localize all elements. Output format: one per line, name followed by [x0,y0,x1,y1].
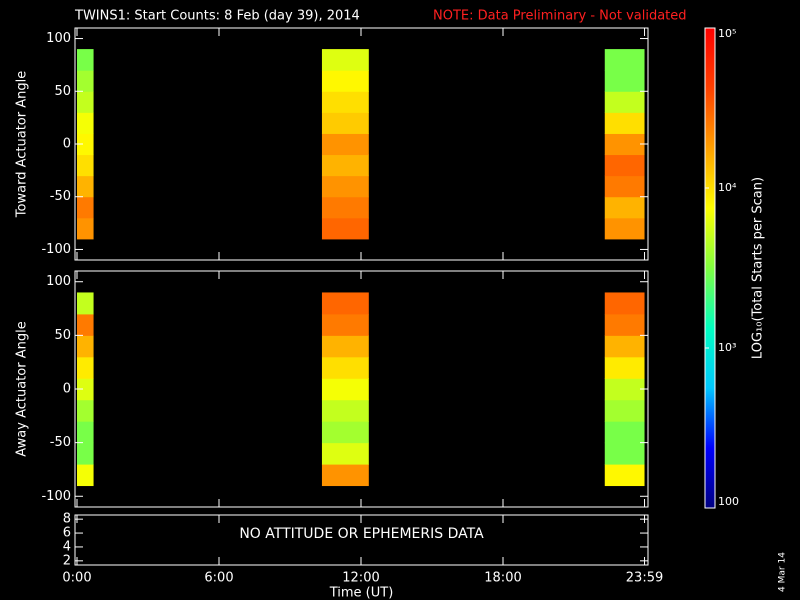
colorbar-tick-label: 10⁴ [718,181,737,194]
heat-cell [604,217,645,240]
heat-cell [321,91,369,113]
heat-cell [77,464,94,487]
x-tick-label: 23:59 [626,571,663,586]
heat-cell [604,154,645,177]
heat-cell [321,175,369,198]
heat-cell [77,335,94,358]
heat-cell [604,442,645,465]
x-tick-label: 6:00 [204,571,233,586]
heat-cell [604,421,645,444]
x-tick-label: 12:00 [342,571,379,586]
heat-cell [321,335,369,358]
heat-cell [604,335,645,358]
heat-cell [77,217,94,240]
heat-cell [604,313,645,336]
y-tick-label: 100 [46,31,71,46]
heat-cell [604,399,645,422]
y-axis-label: Toward Actuator Angle [15,71,30,218]
x-axis-label: Time (UT) [329,586,394,600]
heat-cell [77,196,94,219]
heat-cell [321,442,369,465]
x-tick-label: 0:00 [62,571,91,586]
heat-cell [77,49,94,71]
heat-cell [321,313,369,336]
heat-cell [604,70,645,92]
heat-cell [321,112,369,134]
x-tick-label: 18:00 [484,571,521,586]
heat-cell [604,356,645,379]
annotation: NO ATTITUDE OR EPHEMERIS DATA [239,526,484,542]
y-tick-label: -50 [50,189,71,204]
heat-cell [321,464,369,487]
y-axis-label: Away Actuator Angle [15,321,30,456]
heat-cell [77,91,94,113]
heat-cell [604,464,645,487]
heat-cell [321,217,369,240]
y-tick-label: 0 [63,382,71,397]
date-stamp: 4 Mar 14 [778,552,788,592]
heat-cell [321,133,369,156]
colorbar-title: LOG₁₀(Total Starts per Scan) [751,177,766,359]
heat-cell [321,421,369,444]
heat-cell [77,292,94,315]
y-tick-label: 50 [54,328,71,343]
heat-cell [321,49,369,71]
heat-cell [604,112,645,134]
y-tick-label: -100 [41,242,71,257]
heat-cell [321,399,369,422]
y-tick-label: 100 [46,274,71,289]
heat-cell [77,442,94,465]
heat-cell [321,356,369,379]
heat-cell [321,196,369,219]
heat-cell [77,399,94,422]
heat-cell [604,292,645,315]
heat-cell [604,196,645,219]
heat-cell [77,378,94,401]
heat-cell [77,154,94,177]
heat-cell [77,133,94,156]
y-tick-label: 4 [63,539,71,554]
y-tick-label: -50 [50,435,71,450]
heat-cell [321,70,369,92]
heat-cell [77,421,94,444]
y-tick-label: 2 [63,553,71,568]
heat-cell [77,175,94,198]
heat-cell [77,70,94,92]
heat-cell [604,133,645,156]
heat-cell [321,378,369,401]
heat-cell [604,378,645,401]
heat-cell [77,112,94,134]
colorbar-tick-label: 100 [718,495,739,508]
y-tick-label: 0 [63,137,71,152]
heat-cell [321,154,369,177]
colorbar-tick-label: 10⁵ [718,27,736,40]
heat-cell [604,91,645,113]
heat-cell [604,49,645,71]
y-tick-label: 50 [54,84,71,99]
colorbar [704,27,716,509]
note: NOTE: Data Preliminary - Not validated [433,9,687,24]
y-tick-label: 8 [63,512,71,527]
y-tick-label: 6 [63,526,71,541]
heat-cell [77,313,94,336]
y-tick-label: -100 [41,489,71,504]
heat-cell [604,175,645,198]
colorbar-tick-label: 10³ [718,341,736,354]
heat-cell [77,356,94,379]
heat-cell [321,292,369,315]
chart-title: TWINS1: Start Counts: 8 Feb (day 39), 20… [74,9,360,24]
